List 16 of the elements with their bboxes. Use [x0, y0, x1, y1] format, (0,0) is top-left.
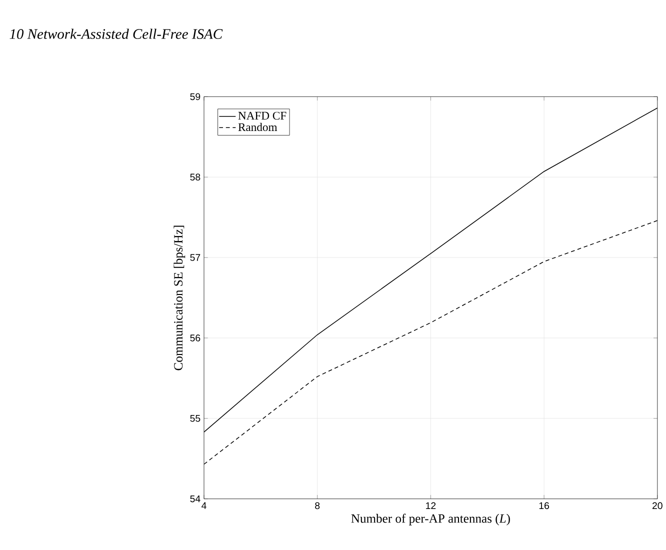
y-tick-label: 57	[190, 254, 200, 261]
legend-label: Random	[238, 122, 278, 132]
legend-label: NAFD CF	[238, 112, 286, 120]
x-axis-title: Number of per-AP antennas (L)	[351, 514, 510, 526]
y-tick-label: 59	[190, 93, 200, 100]
y-tick-label: 55	[190, 415, 200, 422]
y-tick-label: 56	[190, 334, 200, 342]
x-tick-label: 8	[315, 502, 320, 510]
x-tick-label: 16	[539, 502, 550, 510]
y-tick-label: 58	[190, 174, 200, 180]
x-tick-label: 20	[652, 502, 662, 510]
x-tick-label: 12	[426, 502, 436, 509]
text: 10 Network-Assisted Cell-Free ISAC	[10, 28, 223, 39]
y-axis-title: Communication SE [bps/Hz]	[174, 226, 186, 370]
y-tick-label: 54	[190, 495, 200, 502]
x-tick-label: 4	[202, 502, 206, 509]
